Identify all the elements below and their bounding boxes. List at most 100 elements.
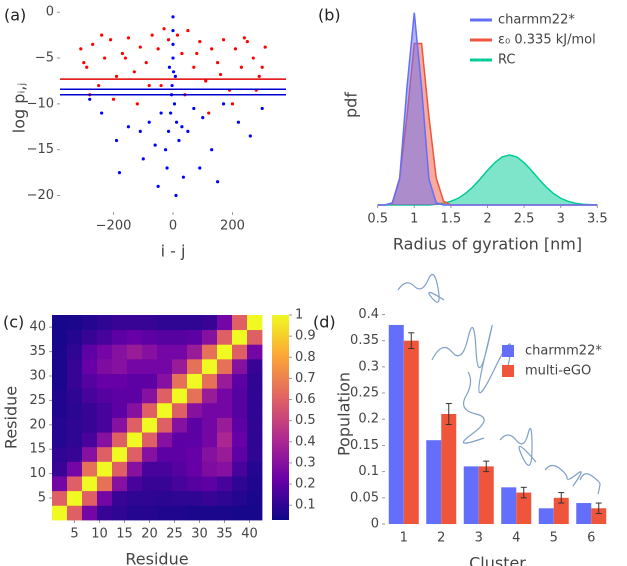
- x-axis-label: Radius of gyration [nm]: [393, 235, 582, 254]
- error-bar: [445, 403, 452, 425]
- heat-cell: [127, 388, 143, 404]
- heat-cell: [247, 373, 263, 389]
- heat-cell: [202, 446, 218, 462]
- point: [85, 65, 89, 69]
- heat-cell: [202, 490, 218, 506]
- heat-cell: [82, 417, 98, 433]
- point: [163, 148, 168, 152]
- colorbar: [272, 315, 289, 520]
- colorbar-tick-label: 0.9: [295, 329, 316, 344]
- bar: [553, 497, 569, 524]
- point: [156, 184, 160, 188]
- heat-cell: [127, 490, 143, 506]
- heat-cell: [172, 315, 188, 331]
- point: [171, 70, 176, 74]
- x-tick-label: 0.5: [367, 212, 388, 227]
- structure-image: [431, 324, 512, 394]
- heat-cell: [142, 446, 158, 462]
- y-axis-label: Population: [335, 372, 354, 456]
- heat-cell: [172, 329, 188, 345]
- point: [172, 102, 177, 106]
- point: [257, 74, 261, 78]
- heat-cell: [247, 432, 263, 448]
- heat-cell: [82, 402, 98, 418]
- y-tick-label: 0.2: [358, 412, 379, 427]
- heat-cell: [217, 373, 233, 389]
- x-tick-label: 20: [141, 527, 158, 542]
- y-tick-label: −10: [27, 96, 54, 111]
- bar: [538, 508, 554, 524]
- point: [174, 120, 179, 124]
- heat-cell: [172, 432, 188, 448]
- heat-cell: [52, 490, 68, 506]
- colorbar-tick-label: 0.3: [295, 455, 316, 470]
- colorbar-tick-label: 0.6: [295, 392, 316, 407]
- legend-swatch: [502, 345, 514, 357]
- heat-cell: [127, 476, 143, 492]
- point: [218, 72, 223, 77]
- heat-cell: [217, 417, 233, 433]
- heat-cell: [97, 315, 113, 331]
- point: [167, 65, 172, 69]
- point: [201, 116, 205, 120]
- y-tick-label: 0.3: [358, 359, 379, 374]
- heat-cell: [172, 476, 188, 492]
- heat-cell: [67, 432, 83, 448]
- point: [147, 120, 151, 124]
- y-tick-label: −5: [35, 51, 54, 66]
- heat-cell: [172, 373, 188, 389]
- heat-cell: [247, 358, 263, 374]
- point: [171, 28, 175, 33]
- point: [147, 83, 151, 88]
- structure-image: [499, 427, 537, 466]
- point: [210, 148, 214, 152]
- point: [263, 45, 267, 49]
- heat-cell: [97, 402, 113, 418]
- heat-cell: [142, 490, 158, 506]
- y-axis-label: Residue: [2, 386, 21, 449]
- line: [377, 12, 598, 206]
- bar: [441, 414, 457, 524]
- point: [195, 51, 199, 56]
- y-tick-label: 40: [29, 320, 46, 335]
- heat-cell: [142, 461, 158, 477]
- heat-cell: [217, 461, 233, 477]
- error-bar: [483, 460, 490, 473]
- heat-cell: [202, 388, 218, 404]
- heat-cell: [67, 402, 83, 418]
- colorbar-tick-label: 0.1: [295, 498, 316, 513]
- bar: [388, 324, 404, 524]
- colorbar-tick-label: 0.5: [295, 413, 316, 428]
- x-tick-label: 1.5: [441, 212, 462, 227]
- y-tick-label: 20: [29, 417, 46, 432]
- heat-cell: [187, 402, 203, 418]
- point: [204, 79, 208, 83]
- heat-cell: [202, 505, 218, 521]
- bar: [426, 440, 442, 524]
- legend-label: RC: [498, 53, 515, 68]
- heat-cell: [157, 476, 173, 492]
- heat-cell: [202, 432, 218, 448]
- heat-cell: [232, 461, 248, 477]
- heat-cell: [82, 358, 98, 374]
- point: [216, 180, 220, 184]
- heat-cell: [142, 402, 158, 418]
- heat-cell: [187, 417, 203, 433]
- point: [114, 138, 119, 143]
- x-axis-label: Cluster: [469, 554, 526, 566]
- heat-cell: [217, 505, 233, 521]
- heat-cell: [52, 476, 68, 492]
- point: [171, 42, 175, 46]
- heat-cell: [157, 373, 173, 389]
- heat-cell: [232, 358, 248, 374]
- heat-cell: [247, 315, 263, 331]
- point: [169, 111, 173, 115]
- heat-cell: [112, 388, 128, 404]
- heat-cell: [67, 461, 83, 477]
- heat-cell: [52, 344, 68, 360]
- heat-cell: [172, 461, 188, 477]
- heat-cell: [52, 432, 68, 448]
- heat-cell: [172, 490, 188, 506]
- point: [177, 138, 181, 143]
